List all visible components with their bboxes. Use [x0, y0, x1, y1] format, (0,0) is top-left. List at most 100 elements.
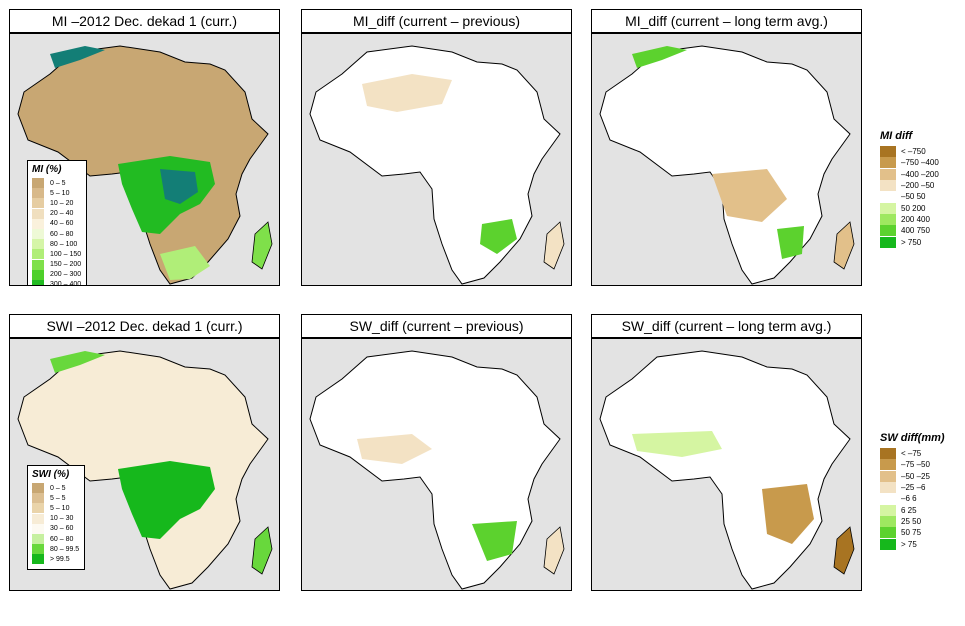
legend-swatch [32, 269, 44, 280]
madagascar [251, 221, 273, 270]
legend-swatch [880, 515, 896, 527]
map-mi-diff-previous [301, 33, 572, 286]
africa-map-swi-current [17, 350, 273, 590]
legend-label: 150 – 200 [50, 261, 82, 269]
legend-label: 10 – 20 [50, 199, 74, 207]
mi-diff-legend: MI diff < –750 –750 –400 –400 –200 –200 –50… [880, 130, 939, 248]
legend-class: 50 200 [880, 202, 939, 214]
wet-anomaly-zone [632, 431, 722, 457]
legend-swatch [880, 493, 896, 505]
legend-swatch [880, 225, 896, 237]
legend-class: 50 75 [880, 527, 945, 539]
swi-legend-rows: 0 – 5 5 – 5 5 – 10 10 – 30 30 – 60 60 – 80 80 … [32, 483, 79, 565]
panel-title: MI –2012 Dec. dekad 1 (curr.) [9, 9, 280, 33]
legend-label: 0 – 5 [50, 179, 66, 187]
legend-label: 100 – 150 [50, 250, 82, 258]
legend-label: 400 750 [901, 226, 930, 236]
legend-label: < –75 [901, 449, 922, 459]
panel-title: MI_diff (current – previous) [301, 9, 572, 33]
legend-label: > 750 [901, 237, 922, 247]
legend-class: 10 – 20 [32, 198, 81, 209]
legend-label: –50 50 [901, 192, 926, 202]
legend-class: –200 –50 [880, 180, 939, 192]
legend-label: > 99.5 [50, 555, 70, 563]
africa-map-mi-current [17, 45, 273, 285]
legend-class: 6 25 [880, 504, 945, 516]
legend-label: 200 – 300 [50, 271, 82, 279]
sw-diff-legend: SW diff(mm) < –75 –75 –50 –50 –25 –25 –6 –6 … [880, 432, 945, 550]
legend-label: 10 – 30 [50, 515, 74, 523]
panel-title: SWI –2012 Dec. dekad 1 (curr.) [9, 314, 280, 338]
panel-title: SW_diff (current – long term avg.) [591, 314, 862, 338]
mi-legend-box: MI (%) 0 – 5 5 – 10 10 – 20 20 – 40 40 – 60 6… [27, 160, 88, 286]
legend-swatch [32, 503, 44, 514]
africa-map-mi-diff-previous [309, 45, 565, 285]
legend-class: –75 –50 [880, 459, 945, 471]
legend-swatch [32, 218, 44, 229]
legend-swatch [32, 178, 44, 189]
legend-class: 80 – 100 [32, 239, 81, 250]
legend-class: 80 – 99.5 [32, 544, 79, 555]
legend-swatch [880, 504, 896, 516]
north-coast-wet [632, 46, 687, 68]
legend-swatch [880, 470, 896, 482]
madagascar [543, 221, 565, 270]
legend-label: 5 – 5 [50, 494, 66, 502]
legend-label: –400 –200 [901, 169, 939, 179]
legend-swatch [880, 527, 896, 539]
legend-class: 40 – 60 [32, 218, 81, 229]
legend-class: –50 50 [880, 191, 939, 203]
legend-label: –200 –50 [901, 181, 935, 191]
legend-class: –400 –200 [880, 168, 939, 180]
legend-label: 300 – 400 [50, 281, 82, 286]
legend-class: > 99.5 [32, 554, 79, 565]
legend-swatch [32, 239, 44, 250]
legend-class: 60 – 80 [32, 534, 79, 545]
sw-diff-legend-title: SW diff(mm) [880, 432, 945, 444]
legend-swatch [880, 157, 896, 169]
legend-label: –75 –50 [901, 460, 930, 470]
panel-swi-current: SWI –2012 Dec. dekad 1 (curr.) SWI (%) 0… [9, 314, 280, 591]
legend-class: –50 –25 [880, 470, 945, 482]
panel-sw-diff-long-term: SW_diff (current – long term avg.) [591, 314, 862, 591]
legend-swatch [32, 259, 44, 270]
legend-class: 20 – 40 [32, 208, 81, 219]
legend-swatch [32, 279, 44, 285]
legend-label: > 75 [901, 539, 917, 549]
north-coast-wet [50, 351, 105, 373]
legend-swatch [32, 493, 44, 504]
legend-swatch [880, 191, 896, 203]
africa-map-sw-diff-previous [309, 350, 565, 590]
legend-label: –6 6 [901, 494, 917, 504]
legend-label: 30 – 60 [50, 525, 74, 533]
legend-class: –25 –6 [880, 482, 945, 494]
map-mi-diff-long-term [591, 33, 862, 286]
legend-class: 5 – 10 [32, 503, 79, 514]
legend-label: 0 – 5 [50, 484, 66, 492]
legend-swatch [32, 249, 44, 260]
legend-label: 80 – 100 [50, 240, 78, 248]
legend-swatch [880, 180, 896, 192]
legend-class: 25 50 [880, 515, 945, 527]
legend-swatch [32, 554, 44, 565]
africa-map-mi-diff-long-term [599, 45, 855, 285]
legend-label: 200 400 [901, 214, 930, 224]
legend-class: < –75 [880, 448, 945, 460]
legend-class: –750 –400 [880, 157, 939, 169]
legend-label: 6 25 [901, 505, 917, 515]
legend-class: 5 – 5 [32, 493, 79, 504]
legend-swatch [32, 534, 44, 545]
africa-landmass [309, 350, 561, 590]
legend-swatch [32, 523, 44, 534]
legend-class: –6 6 [880, 493, 945, 505]
wet-anomaly-zone [777, 226, 804, 259]
legend-class: > 75 [880, 538, 945, 550]
map-sw-diff-previous [301, 338, 572, 591]
legend-label: 40 – 60 [50, 220, 74, 228]
dry-anomaly-zone [762, 484, 814, 544]
legend-label: 20 – 40 [50, 210, 74, 218]
legend-class: 0 – 5 [32, 178, 81, 189]
legend-label: 50 75 [901, 528, 922, 538]
north-coast-wet [50, 46, 105, 68]
legend-label: 60 – 80 [50, 535, 74, 543]
